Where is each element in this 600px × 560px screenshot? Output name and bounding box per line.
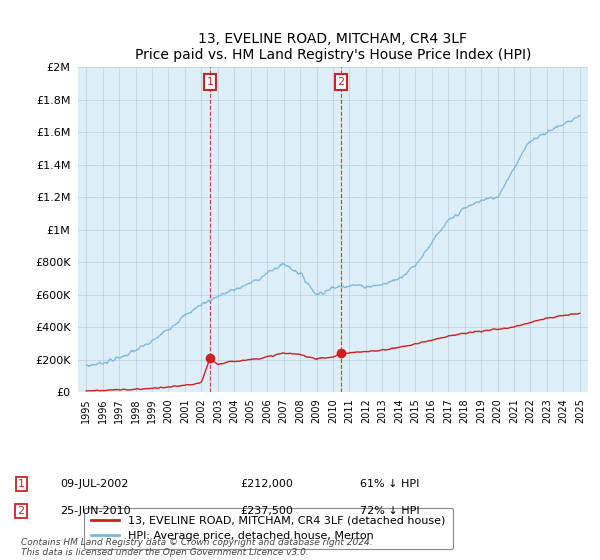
Text: £212,000: £212,000 [240, 479, 293, 489]
Text: 72% ↓ HPI: 72% ↓ HPI [360, 506, 419, 516]
Title: 13, EVELINE ROAD, MITCHAM, CR4 3LF
Price paid vs. HM Land Registry's House Price: 13, EVELINE ROAD, MITCHAM, CR4 3LF Price… [135, 32, 531, 62]
Text: 25-JUN-2010: 25-JUN-2010 [60, 506, 131, 516]
Text: £237,500: £237,500 [240, 506, 293, 516]
Text: 1: 1 [206, 77, 214, 87]
Text: 2: 2 [17, 506, 25, 516]
Text: Contains HM Land Registry data © Crown copyright and database right 2024.
This d: Contains HM Land Registry data © Crown c… [21, 538, 373, 557]
Text: 61% ↓ HPI: 61% ↓ HPI [360, 479, 419, 489]
Text: 2: 2 [337, 77, 344, 87]
Legend: 13, EVELINE ROAD, MITCHAM, CR4 3LF (detached house), HPI: Average price, detache: 13, EVELINE ROAD, MITCHAM, CR4 3LF (deta… [83, 508, 453, 549]
Text: 1: 1 [17, 479, 25, 489]
Text: 09-JUL-2002: 09-JUL-2002 [60, 479, 128, 489]
